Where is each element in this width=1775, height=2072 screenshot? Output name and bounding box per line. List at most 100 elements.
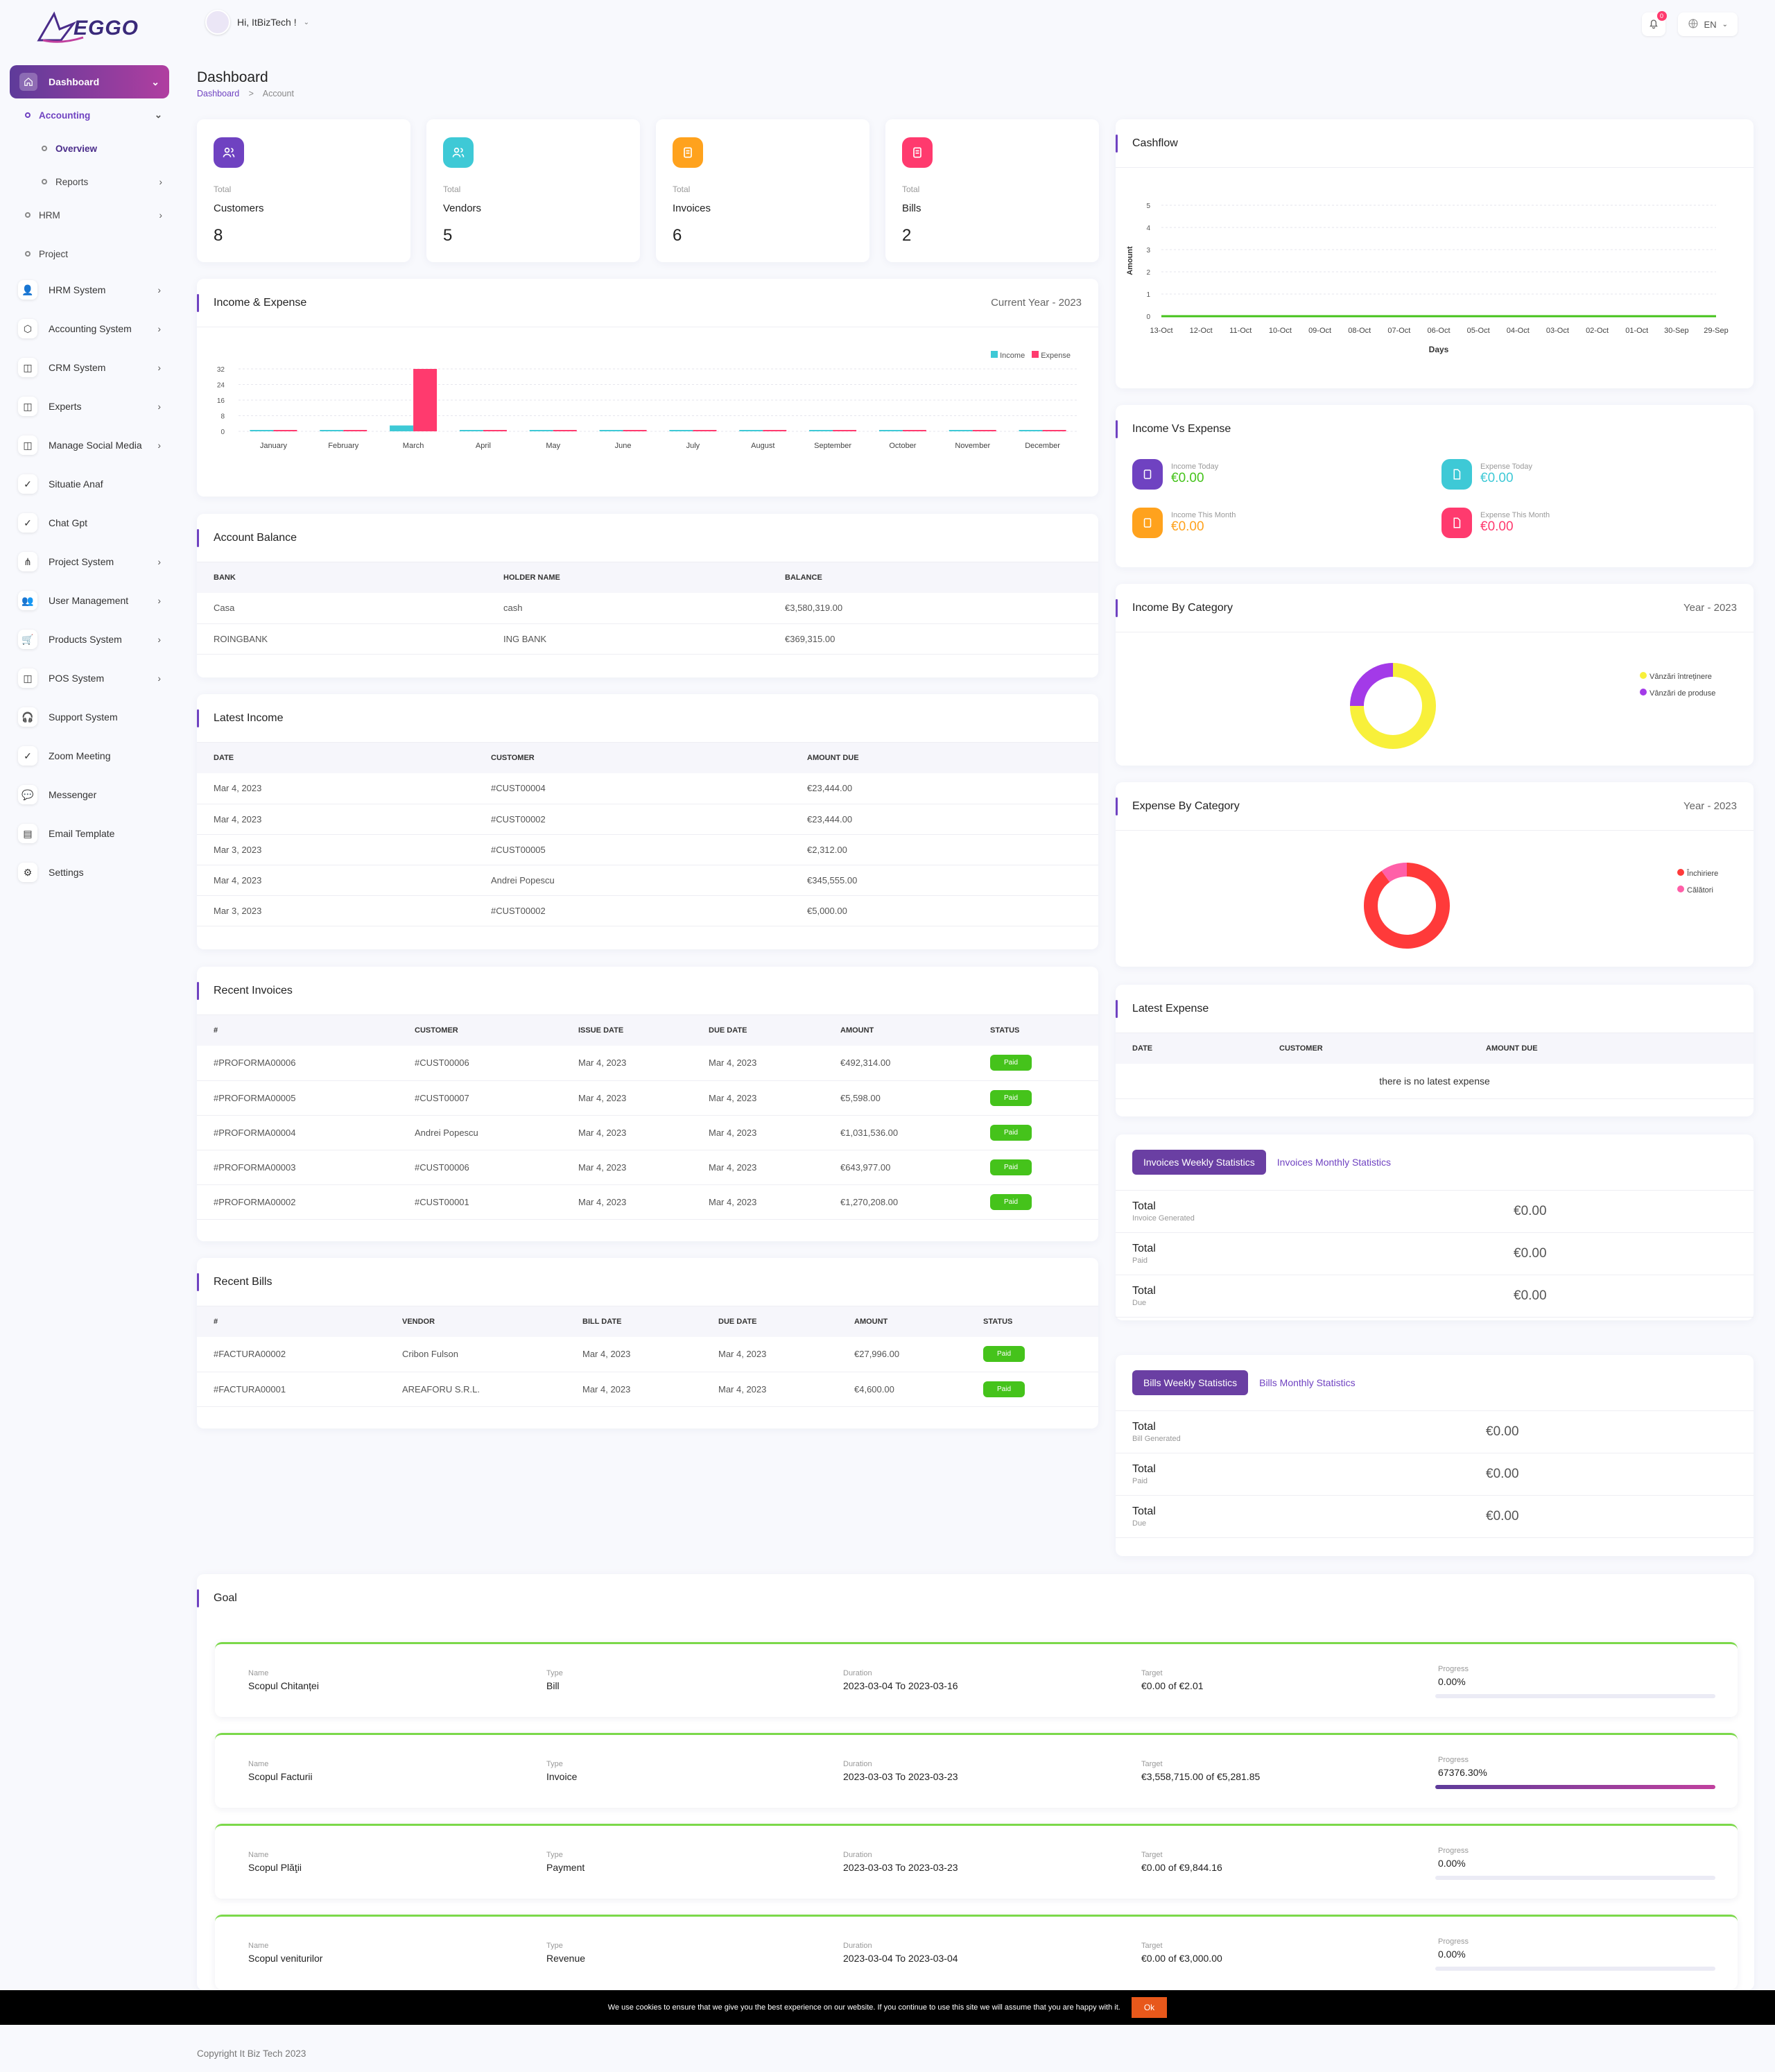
card-title: Recent Invoices (214, 984, 293, 996)
cell: €23,444.00 (790, 773, 1098, 804)
notification-count: 0 (1656, 11, 1667, 21)
progress-fill (1435, 1785, 1715, 1789)
cell: Mar 4, 2023 (692, 1046, 824, 1081)
table-row[interactable]: Mar 3, 2023 #CUST00002 €5,000.00 (197, 895, 1098, 926)
goal-item[interactable]: Name Scopul veniturilor Type Revenue Durat… (215, 1915, 1738, 1989)
sidebar-item-crm-system[interactable]: ◫ CRM System › (10, 348, 169, 387)
sidebar-item-accounting-system[interactable]: ⬡ Accounting System › (10, 309, 169, 348)
stat-row-title: Total (1132, 1421, 1156, 1433)
goal-item[interactable]: Name Scopul Facturii Type Invoice Duration… (215, 1733, 1738, 1808)
sidebar-item-overview[interactable]: Overview (10, 132, 169, 165)
user-check-icon: ✓ (18, 474, 37, 494)
sidebar-item-project-system[interactable]: ⋔ Project System › (10, 542, 169, 581)
x-tick-label: 05-Oct (1467, 327, 1490, 335)
chevron-right-icon: › (159, 209, 163, 221)
table-row[interactable]: #PROFORMA00003 #CUST00006 Mar 4, 2023 Mar 4… (197, 1150, 1098, 1185)
cell: Andrei Popescu (474, 865, 790, 896)
table-row[interactable]: Casa cash €3,580,319.00 (197, 593, 1098, 624)
notifications-button[interactable]: 0 (1641, 11, 1667, 36)
goal-label: Name (248, 1669, 269, 1677)
goal-label: Progress (1438, 1756, 1469, 1764)
pie-slice (1350, 663, 1394, 707)
goal-item[interactable]: Name Scopul Chitanței Type Bill Duration 20… (215, 1642, 1738, 1717)
table-row[interactable]: Mar 4, 2023 #CUST00004 €23,444.00 (197, 773, 1098, 804)
sidebar-item-experts[interactable]: ◫ Experts › (10, 387, 169, 426)
breadcrumb-link[interactable]: Dashboard (197, 89, 240, 98)
col-number: # (197, 1015, 398, 1046)
sidebar-item-manage-social-media[interactable]: ◫ Manage Social Media › (10, 426, 169, 465)
dot-icon (42, 179, 47, 184)
cell: Mar 4, 2023 (562, 1150, 692, 1185)
table-row[interactable]: ROINGBANK ING BANK €369,315.00 (197, 623, 1098, 655)
table-row[interactable]: #FACTURA00001 AREAFORU S.R.L. Mar 4, 2023 M… (197, 1372, 1098, 1407)
goal-label: Name (248, 1760, 269, 1768)
cell: Mar 4, 2023 (562, 1080, 692, 1116)
sidebar-item-email-template[interactable]: ▤ Email Template (10, 814, 169, 853)
chevron-right-icon: › (157, 595, 161, 606)
status-cell: Paid (967, 1372, 1098, 1407)
income-expense-card: Income & Expense Current Year - 2023 Inc… (197, 279, 1098, 497)
sidebar-item-label: Dashboard (49, 76, 100, 87)
sidebar-item-hrm[interactable]: HRM › (10, 198, 169, 232)
tab-invoices-weekly[interactable]: Invoices Weekly Statistics (1132, 1150, 1266, 1175)
table-row[interactable]: #FACTURA00002 Cribon Fulson Mar 4, 2023 Mar… (197, 1337, 1098, 1372)
tab-bills-monthly[interactable]: Bills Monthly Statistics (1259, 1377, 1356, 1388)
stat-row-title: Total (1132, 1505, 1156, 1517)
sidebar-item-pos-system[interactable]: ◫ POS System › (10, 659, 169, 698)
cell: €1,270,208.00 (824, 1184, 973, 1220)
income-today: Income Today €0.00 (1132, 459, 1218, 490)
tab-bills-weekly[interactable]: Bills Weekly Statistics (1132, 1370, 1249, 1395)
bar (250, 430, 274, 431)
table-row[interactable]: #PROFORMA00004 Andrei Popescu Mar 4, 2023 M… (197, 1115, 1098, 1150)
chevron-down-icon: ⌄ (1722, 20, 1728, 28)
sidebar-item-hrm-system[interactable]: 👤 HRM System › (10, 270, 169, 309)
bar (669, 430, 693, 431)
stat-row-title: Total (1132, 1463, 1156, 1475)
sidebar-item-label: Support System (49, 711, 118, 723)
table-row[interactable]: Mar 4, 2023 Andrei Popescu €345,555.00 (197, 865, 1098, 896)
user-check-icon: ✓ (18, 513, 37, 533)
sidebar-item-dashboard[interactable]: Dashboard ⌄ (10, 65, 169, 98)
sidebar-item-messenger[interactable]: 💬 Messenger (10, 775, 169, 814)
col-amount: AMOUNT (824, 1015, 973, 1046)
stat-value: 8 (214, 226, 223, 245)
sidebar-item-reports[interactable]: Reports › (10, 165, 169, 198)
table-row[interactable]: #PROFORMA00006 #CUST00006 Mar 4, 2023 Mar 4… (197, 1046, 1098, 1081)
cell: #CUST00007 (398, 1080, 562, 1116)
table-row[interactable]: #PROFORMA00002 #CUST00001 Mar 4, 2023 Mar 4… (197, 1184, 1098, 1220)
stat-value: 2 (902, 226, 912, 245)
cookie-ok-button[interactable]: Ok (1131, 1997, 1168, 2018)
sidebar-item-project[interactable]: Project (10, 237, 169, 270)
sidebar-item-label: User Management (49, 595, 129, 606)
sidebar-item-situatie-anaf[interactable]: ✓ Situatie Anaf (10, 465, 169, 503)
bar (483, 430, 507, 431)
sidebar-item-user-management[interactable]: 👥 User Management › (10, 581, 169, 620)
cell: Mar 4, 2023 (562, 1184, 692, 1220)
sidebar-item-chat-gpt[interactable]: ✓ Chat Gpt (10, 503, 169, 542)
sidebar-item-settings[interactable]: ⚙ Settings (10, 853, 169, 892)
expense-category-donut (1364, 863, 1450, 949)
sidebar-item-accounting[interactable]: Accounting ⌄ (10, 98, 169, 132)
language-selector[interactable]: EN ⌄ (1677, 12, 1738, 36)
sidebar-item-support-system[interactable]: 🎧 Support System (10, 698, 169, 736)
tab-invoices-monthly[interactable]: Invoices Monthly Statistics (1276, 1157, 1391, 1168)
cell: Mar 4, 2023 (692, 1115, 824, 1150)
card-header: Goal (197, 1574, 1754, 1623)
table-header: DATE CUSTOMER AMOUNT DUE (1116, 1033, 1754, 1064)
table-row[interactable]: #PROFORMA00005 #CUST00007 Mar 4, 2023 Mar 4… (197, 1080, 1098, 1116)
user-menu[interactable]: Hi, ItBizTech ! ⌄ (205, 10, 309, 35)
table-row[interactable]: Mar 3, 2023 #CUST00005 €2,312.00 (197, 834, 1098, 865)
bar (320, 430, 344, 431)
sidebar-item-products-system[interactable]: 🛒 Products System › (10, 620, 169, 659)
table-header: DATE CUSTOMER AMOUNT DUE (197, 743, 1098, 773)
y-tick-label: 2 (1146, 269, 1150, 277)
sidebar-item-zoom-meeting[interactable]: ✓ Zoom Meeting (10, 736, 169, 775)
ive-value: €0.00 (1480, 519, 1514, 534)
y-tick-label: 8 (220, 413, 225, 421)
greeting: Hi, ItBizTech ! (237, 17, 297, 28)
card-header: Recent Bills (197, 1258, 1098, 1306)
stat-label: Vendors (443, 202, 482, 214)
goal-item[interactable]: Name Scopul Plăţii Type Payment Duration 20… (215, 1824, 1738, 1899)
brand-logo[interactable]: EGGO (33, 8, 151, 47)
table-row[interactable]: Mar 4, 2023 #CUST00002 €23,444.00 (197, 804, 1098, 835)
